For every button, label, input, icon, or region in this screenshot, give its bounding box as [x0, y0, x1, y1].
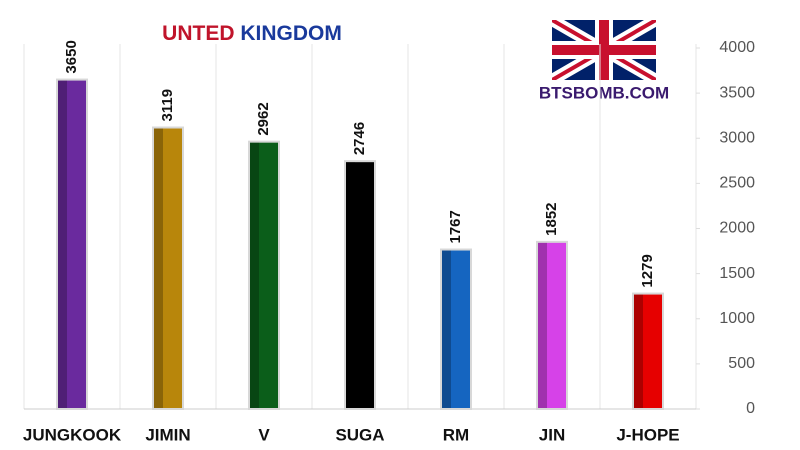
x-tick-label: SUGA	[335, 425, 384, 444]
bar	[56, 78, 88, 411]
bar	[440, 248, 472, 410]
value-label: 2746	[351, 122, 368, 155]
bar	[152, 126, 184, 410]
flag	[552, 20, 656, 80]
x-tick-label: J-HOPE	[616, 425, 679, 444]
bar	[536, 240, 568, 410]
y-tick-label: 1000	[719, 310, 755, 327]
bar-shade	[634, 294, 643, 408]
value-label: 1767	[447, 210, 464, 243]
bar-shade	[442, 250, 451, 408]
plot: 0 500 1000 1500 2000 2500 3000 3500 4000 JUNGKOOK…	[23, 39, 755, 444]
watermark: BTSBOMB.COM	[539, 83, 669, 102]
bar	[632, 292, 664, 410]
y-tick-label: 2500	[719, 175, 755, 192]
y-tick-label: 3000	[719, 129, 755, 146]
x-tick-label: JIMIN	[145, 425, 190, 444]
bar-shade	[250, 142, 259, 408]
y-tick-label: 3500	[719, 84, 755, 101]
x-tick-label: RM	[443, 425, 469, 444]
value-label: 2962	[255, 102, 272, 135]
x-tick-label: JUNGKOOK	[23, 425, 122, 444]
bar-shade	[154, 128, 163, 408]
y-tick-label: 0	[746, 400, 755, 417]
bar	[248, 140, 280, 410]
chart-title: UNTED KINGDOM	[162, 22, 342, 45]
bar-shade	[346, 162, 355, 408]
y-tick-label: 2000	[719, 220, 755, 237]
x-tick-label: V	[258, 425, 270, 444]
bar-shade	[58, 80, 67, 409]
value-label: 1279	[639, 254, 656, 287]
bar-shade	[538, 242, 547, 408]
value-label: 3650	[63, 40, 80, 73]
value-label: 3119	[159, 89, 176, 122]
y-tick-label: 500	[728, 355, 755, 372]
y-tick-label: 1500	[719, 265, 755, 282]
x-tick-label: JIN	[539, 425, 565, 444]
y-tick-label: 4000	[719, 39, 755, 56]
bar	[344, 160, 376, 410]
value-label: 1852	[543, 202, 560, 235]
